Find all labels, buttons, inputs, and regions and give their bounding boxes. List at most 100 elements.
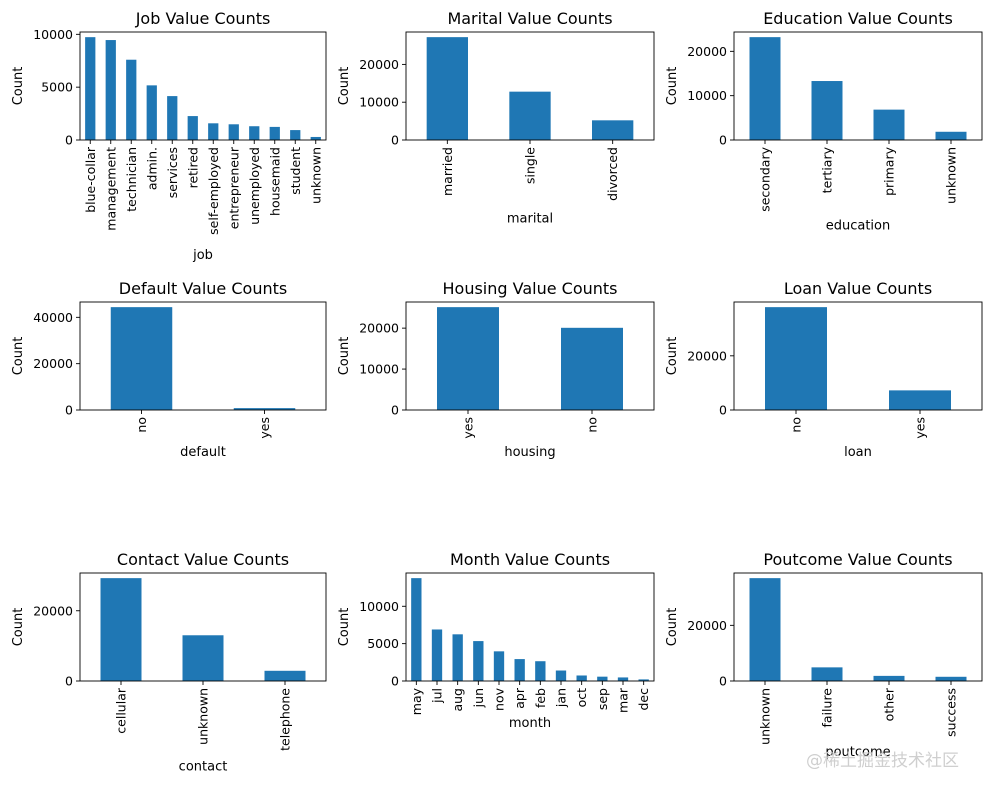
x-tick-label-tertiary: tertiary (820, 146, 835, 193)
x-tick-label-unknown: unknown (758, 688, 773, 745)
bar-yes (437, 307, 499, 410)
chart-title: Poutcome Value Counts (763, 550, 952, 569)
bar-no (765, 307, 827, 410)
x-axis-label: default (180, 445, 226, 460)
x-tick-label-yes: yes (913, 417, 928, 439)
x-tick-label-nov: nov (492, 687, 507, 711)
bar-blue-collar (85, 37, 96, 140)
chart-title: Housing Value Counts (443, 279, 618, 298)
x-tick-label-mar: mar (616, 687, 631, 713)
y-tick-label: 20000 (687, 348, 727, 363)
x-tick-label-no: no (134, 417, 149, 433)
x-tick-label-jul: jul (430, 688, 445, 704)
x-tick-label-technician: technician (124, 147, 139, 212)
bar-dec (638, 679, 649, 681)
x-tick-label-housemaid: housemaid (267, 147, 282, 216)
bar-secondary (749, 37, 781, 140)
x-tick-label-self-employed: self-employed (206, 147, 221, 235)
bar-student (290, 130, 301, 140)
y-tick-label: 5000 (41, 80, 73, 95)
bar-married (426, 37, 468, 140)
x-tick-label-primary: primary (882, 146, 897, 196)
bar-other (873, 675, 905, 681)
bar-feb (535, 661, 546, 681)
x-tick-label-other: other (882, 687, 897, 721)
x-tick-label-services: services (165, 147, 180, 198)
y-tick-label: 0 (65, 674, 73, 689)
x-tick-label-success: success (944, 688, 959, 737)
x-tick-label-blue-collar: blue-collar (83, 146, 98, 213)
chart-marital: 0 10000 20000 married single divorced Marital … (337, 9, 655, 226)
x-tick-label-may: may (409, 687, 424, 715)
y-tick-label: 20000 (687, 44, 727, 59)
axes-frame (733, 31, 983, 141)
axes-frame (405, 301, 655, 411)
bar-aug (452, 634, 463, 681)
chart-title: Job Value Counts (135, 9, 271, 28)
bar-management (105, 40, 116, 140)
y-axis-label: Count (337, 608, 352, 647)
chart-job: 0 5000 10000 blue-collar management technicia… (11, 9, 327, 263)
axes-frame (405, 572, 655, 682)
x-tick-label-cellular: cellular (114, 687, 129, 734)
bar-mar (617, 677, 629, 681)
y-tick-label: 10000 (33, 27, 73, 42)
x-tick-label-married: married (440, 147, 455, 196)
x-axis-label: contact (179, 760, 228, 775)
x-tick-label-student: student (288, 147, 303, 195)
chart-default: 0 20000 40000 no yes Default Value Counts Coun… (11, 279, 327, 460)
y-tick-label: 0 (719, 674, 727, 689)
x-tick-label-telephone: telephone (278, 688, 293, 751)
x-axis-label: loan (844, 445, 872, 460)
bar-cellular (100, 578, 142, 681)
x-tick-label-feb: feb (533, 688, 548, 708)
bar-unknown (182, 635, 224, 681)
bar-yes (233, 408, 296, 410)
chart-poutcome: 0 20000 unknown failure other success Poutcome… (665, 550, 983, 760)
chart-title: Contact Value Counts (117, 550, 289, 569)
axes-frame (733, 572, 983, 682)
x-tick-label-yes: yes (461, 417, 476, 439)
x-axis-label: marital (507, 211, 553, 226)
x-tick-label-jun: jun (471, 688, 486, 708)
bar-failure (811, 667, 843, 681)
bar-success (935, 676, 967, 681)
chart-education: 0 10000 20000 secondary tertiary primary unkno… (665, 9, 983, 234)
bar-housemaid (269, 126, 280, 140)
bar-primary (873, 109, 905, 140)
x-tick-label-unknown: unknown (196, 688, 211, 745)
bar-entrepreneur (228, 124, 239, 140)
x-axis-label: housing (504, 445, 555, 460)
bar-telephone (264, 670, 306, 681)
y-axis-label: Count (665, 608, 680, 647)
bar-tertiary (811, 81, 843, 140)
bar-apr (514, 659, 525, 681)
y-tick-label: 0 (65, 133, 73, 148)
bar-jul (431, 629, 443, 681)
bar-retired (187, 116, 198, 140)
x-tick-label-unknown: unknown (308, 147, 323, 204)
chart-title: Month Value Counts (450, 550, 610, 569)
x-tick-label-management: management (103, 147, 118, 231)
y-axis-label: Count (11, 608, 26, 647)
bar-divorced (592, 120, 634, 140)
x-axis-label: job (192, 248, 213, 263)
y-tick-label: 0 (391, 403, 399, 418)
y-tick-label: 40000 (33, 310, 73, 325)
y-tick-label: 0 (719, 403, 727, 418)
y-tick-label: 20000 (33, 356, 73, 371)
bar-oct (576, 675, 587, 681)
x-tick-label-entrepreneur: entrepreneur (226, 146, 241, 229)
chart-title: Default Value Counts (119, 279, 287, 298)
chart-title: Loan Value Counts (784, 279, 932, 298)
bar-nov (493, 651, 505, 681)
y-tick-label: 0 (391, 133, 399, 148)
axes-frame (79, 301, 327, 411)
watermark-text: @稀土掘金技术社区 (806, 751, 959, 771)
y-axis-label: Count (337, 337, 352, 376)
bar-sep (597, 676, 608, 681)
bar-single (509, 91, 551, 140)
y-axis-label: Count (11, 337, 26, 376)
bar-services (167, 96, 178, 140)
